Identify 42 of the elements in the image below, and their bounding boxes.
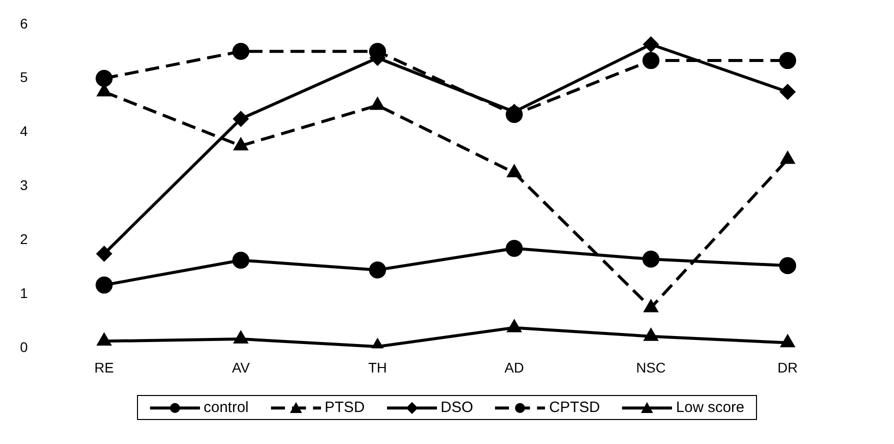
x-tick-label: DR — [778, 359, 798, 376]
y-tick-label: 1 — [20, 285, 28, 302]
point — [780, 335, 794, 348]
point — [642, 250, 660, 268]
legend-label: control — [202, 399, 249, 416]
point — [643, 36, 658, 52]
x-tick-label: TH — [368, 359, 387, 376]
y-tick-label: 0 — [20, 339, 28, 356]
point — [232, 42, 250, 60]
x-tick-label: AV — [232, 359, 250, 376]
point — [233, 111, 248, 126]
x-tick-label: RE — [94, 359, 114, 376]
point — [369, 261, 386, 278]
point — [779, 257, 796, 274]
y-tick-label: 3 — [20, 177, 28, 194]
point — [96, 276, 113, 294]
point — [508, 320, 521, 332]
point — [508, 165, 521, 178]
legend-label: CPTSD — [548, 399, 600, 416]
point — [780, 84, 796, 100]
point — [779, 52, 796, 70]
point — [232, 252, 250, 269]
point — [234, 138, 248, 150]
point — [506, 240, 523, 257]
point — [96, 70, 113, 87]
y-tick-label: 4 — [20, 123, 28, 140]
x-tick-label: NSC — [636, 359, 666, 376]
legend-label: Low score — [675, 399, 744, 416]
point — [644, 328, 658, 341]
point — [644, 300, 658, 312]
y-tick-label: 6 — [20, 15, 28, 32]
point — [96, 246, 112, 262]
point — [780, 152, 794, 164]
legend-label: PTSD — [324, 399, 365, 416]
y-tick-label: 2 — [20, 231, 28, 248]
point — [234, 332, 248, 344]
x-tick-label: AD — [504, 359, 524, 376]
point — [642, 52, 660, 70]
y-tick-label: 5 — [20, 69, 28, 86]
point — [370, 98, 384, 110]
point — [97, 334, 111, 346]
legend-label: DSO — [440, 399, 474, 416]
